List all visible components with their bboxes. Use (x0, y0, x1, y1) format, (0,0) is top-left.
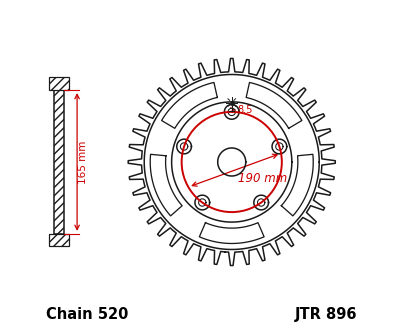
Text: 165 mm: 165 mm (78, 140, 88, 184)
Polygon shape (281, 154, 313, 216)
Polygon shape (150, 154, 182, 216)
Polygon shape (246, 82, 302, 128)
Polygon shape (162, 82, 217, 128)
Bar (50, 234, 69, 246)
Text: 190 mm: 190 mm (238, 172, 287, 185)
Bar (54, 90, 64, 234)
Bar (50, 234, 69, 246)
Polygon shape (199, 223, 264, 243)
Bar (54, 90, 64, 234)
Text: 8.5: 8.5 (237, 106, 252, 116)
Text: Chain 520: Chain 520 (46, 307, 129, 322)
Bar (50, 77, 69, 90)
Bar (50, 77, 69, 90)
Text: JTR 896: JTR 896 (294, 307, 357, 322)
